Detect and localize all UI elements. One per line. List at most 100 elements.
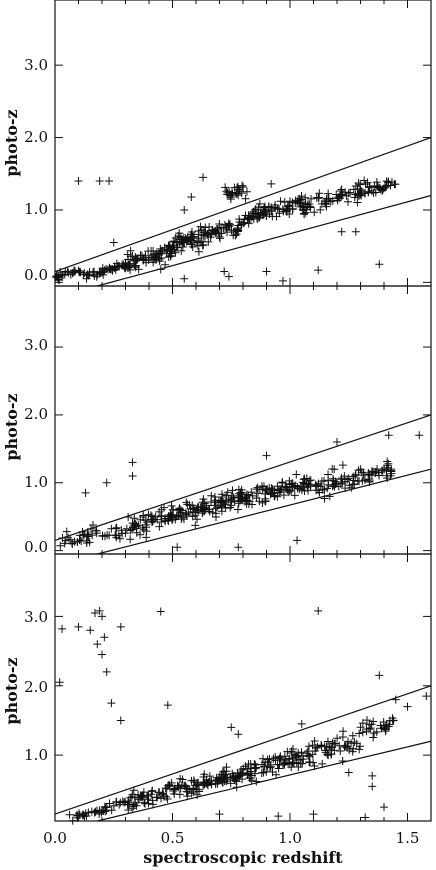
panel-top-data-point [166,252,175,261]
panel-bottom-data-point [247,764,256,773]
panel-top-outlier-point [262,267,271,276]
panel-bottom-outlier-point [116,622,125,631]
panel-bottom-data-point [220,776,229,785]
panel-top-data-point [259,208,268,217]
panel-top-outlier-point [95,177,104,186]
panel-middle-data-point [155,522,164,531]
panel-middle-data-point [193,515,202,524]
panel-bottom-data-point [323,750,332,759]
panel-middle-data-point [64,533,73,542]
panel-top-data-point [74,266,83,275]
panel-top-outlier-point [220,267,229,276]
panel-bottom-data-point [317,741,326,750]
panel-bottom-data-point [162,792,171,801]
panel-top-data-point [178,235,187,244]
panel-bottom-data-point [167,778,176,787]
panel-bottom-outlier-point [375,671,384,680]
panel-top-outlier-point [156,265,165,274]
panel-top-data-point [196,222,205,231]
panel-middle-data-point [130,514,139,523]
panel-middle-data-point [138,523,147,532]
panel-top-data-point [228,189,237,198]
panel-top-data-point [184,236,193,245]
panel-bottom-data-point [308,750,317,759]
panel-top-data-point [194,234,203,243]
panel-bottom-data-point [362,716,371,725]
panel-middle-data-point [274,485,283,494]
panel-bottom-data-point [205,772,214,781]
xtick-1: 0.5 [161,829,185,847]
panel-bottom-data-point [348,747,357,756]
panel-middle-data-point [213,503,222,512]
panel-bottom-data-point [101,807,110,816]
panel-top-data-point [316,205,325,214]
panel-middle-data-point [364,470,373,479]
panel-middle-data-point [200,504,209,513]
panel-top-data-point [236,187,245,196]
panel-middle-data-point [117,526,126,535]
panel-top-data-point [141,256,150,265]
panel-middle-data-point [320,494,329,503]
panel-top-data-point [336,186,345,195]
panel-middle-data-point [245,497,254,506]
panel-top-outlier-point [187,192,196,201]
panel-middle-outlier-point [102,478,111,487]
panel-bottom-outlier-point [90,608,99,617]
panel-top-data-point [234,226,243,235]
panel-top-outlier-point [314,266,323,275]
xtick-0: 0.0 [43,829,67,847]
panel-middle-data-point [184,508,193,517]
panel-top-data-point [171,234,180,243]
panel-top-data-point [79,270,88,279]
panel-middle-data-point [131,519,140,528]
panel-middle-data-point [281,483,290,492]
panel-top-outlier-point [105,177,114,186]
panel-bottom-data-point [264,757,273,766]
panel-middle-data-point [176,508,185,517]
panel-bottom-data-point [173,781,182,790]
panel-middle-data-point [292,470,301,479]
panel-bottom-data-point [339,727,348,736]
panel-middle-data-point [359,471,368,480]
panel-middle-data-point [293,483,302,492]
panel-middle-data-point [278,479,287,488]
panel-middle-data-point [223,488,232,497]
panel-bottom-data-point [330,739,339,748]
panel-top-data-point [337,191,346,200]
panel-middle-data-point [211,504,220,513]
panel-bottom-data-point [318,759,327,768]
panel-bottom-data-point [347,739,356,748]
panel-top-data-point [291,199,300,208]
panel-top-data-point [354,179,363,188]
panel-bottom-data-point [233,773,242,782]
panel-top-data-point [275,209,284,218]
panel-bottom-data-point [124,798,133,807]
panel-top-data-point [284,202,293,211]
panel-middle-data-point [217,507,226,516]
panel-bottom-outlier-point [380,803,388,812]
panel-middle-data-point [365,475,374,484]
panel-bottom-outlier-point [102,667,111,676]
panel-middle-data-point [284,488,293,497]
panel-middle-data-point [84,530,93,539]
panel-top-data-point [204,229,213,238]
panel-top-data-point [324,194,333,203]
panel-top-data-point [270,203,279,212]
panel-bottom-data-point [355,729,364,738]
panel-top-ytick-3: 3.0 [24,56,48,74]
panel-bottom-outlier-point [93,640,102,649]
panel-bottom-data-point [302,749,311,758]
panel-bottom-data-point [294,763,303,772]
panel-top-data-point [210,227,219,236]
panel-top-data-point [249,207,258,216]
panel-bottom-data-point [142,791,151,800]
panel-middle-data-point [382,471,391,480]
panel-top-data-point [307,194,316,203]
panel-middle-data-point [340,472,349,481]
panel-middle-data-point [169,506,178,515]
panel-top-data-point [280,198,289,207]
panel-bottom-data-point [92,806,101,815]
panel-middle-data-point [324,470,333,479]
panel-middle-data-point [199,495,208,504]
